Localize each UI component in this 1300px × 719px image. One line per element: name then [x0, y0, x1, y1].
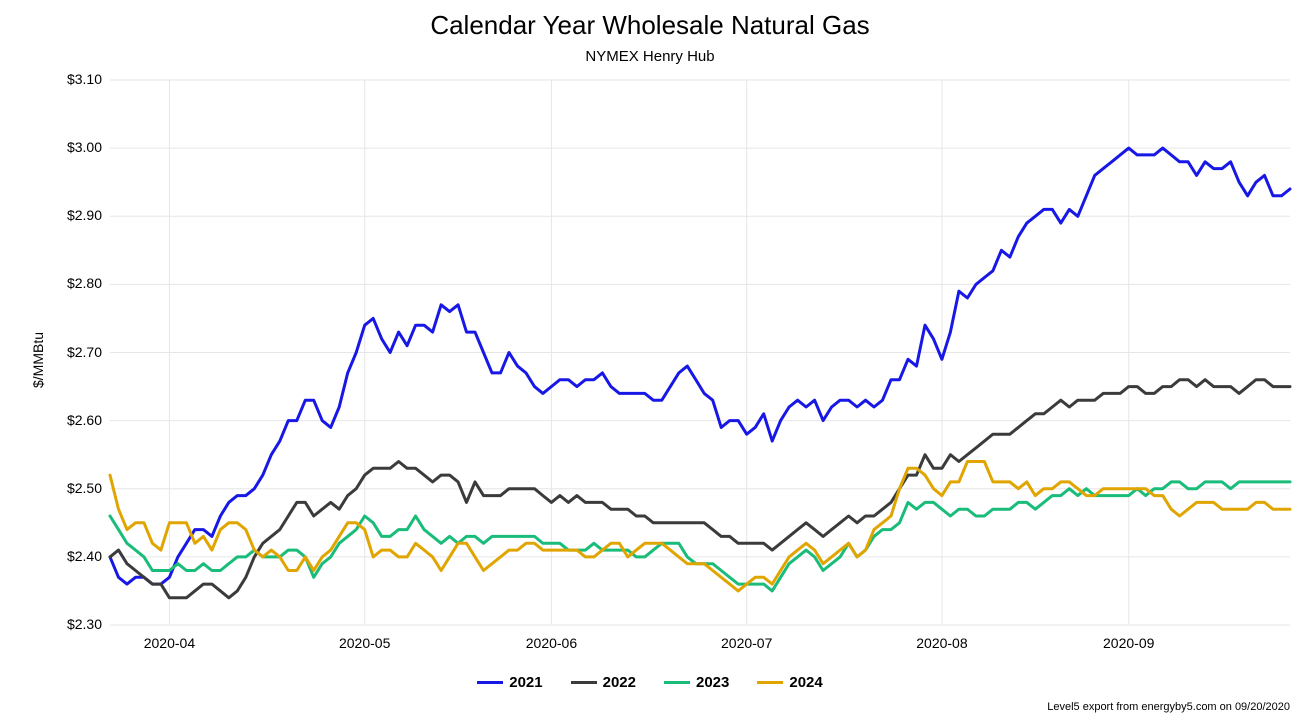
legend-item-2024[interactable]: 2024 [757, 674, 822, 691]
legend-swatch [664, 681, 690, 684]
legend-label: 2023 [696, 674, 729, 691]
y-tick-label: $2.50 [40, 480, 102, 496]
legend-swatch [477, 681, 503, 684]
y-tick-label: $2.70 [40, 344, 102, 360]
x-tick-label: 2020-07 [721, 635, 772, 651]
legend-swatch [571, 681, 597, 684]
chart-legend: 2021 2022 2023 2024 [0, 674, 1300, 691]
legend-item-2021[interactable]: 2021 [477, 674, 542, 691]
series-2024 [110, 462, 1290, 591]
chart-plot-svg [0, 0, 1300, 719]
y-tick-label: $2.60 [40, 412, 102, 428]
legend-item-2022[interactable]: 2022 [571, 674, 636, 691]
x-tick-label: 2020-09 [1103, 635, 1154, 651]
y-tick-label: $2.30 [40, 616, 102, 632]
y-tick-label: $2.80 [40, 275, 102, 291]
x-tick-label: 2020-08 [916, 635, 967, 651]
legend-item-2023[interactable]: 2023 [664, 674, 729, 691]
x-tick-label: 2020-05 [339, 635, 390, 651]
x-tick-label: 2020-06 [526, 635, 577, 651]
legend-swatch [757, 681, 783, 684]
series-2023 [110, 482, 1290, 591]
y-tick-label: $2.40 [40, 548, 102, 564]
x-tick-label: 2020-04 [144, 635, 195, 651]
legend-label: 2021 [509, 674, 542, 691]
y-tick-label: $2.90 [40, 207, 102, 223]
y-tick-label: $3.00 [40, 139, 102, 155]
legend-label: 2022 [603, 674, 636, 691]
chart-footer: Level5 export from energyby5.com on 09/2… [1047, 701, 1290, 713]
y-tick-label: $3.10 [40, 71, 102, 87]
legend-label: 2024 [789, 674, 822, 691]
chart-container: Calendar Year Wholesale Natural Gas NYME… [0, 0, 1300, 719]
